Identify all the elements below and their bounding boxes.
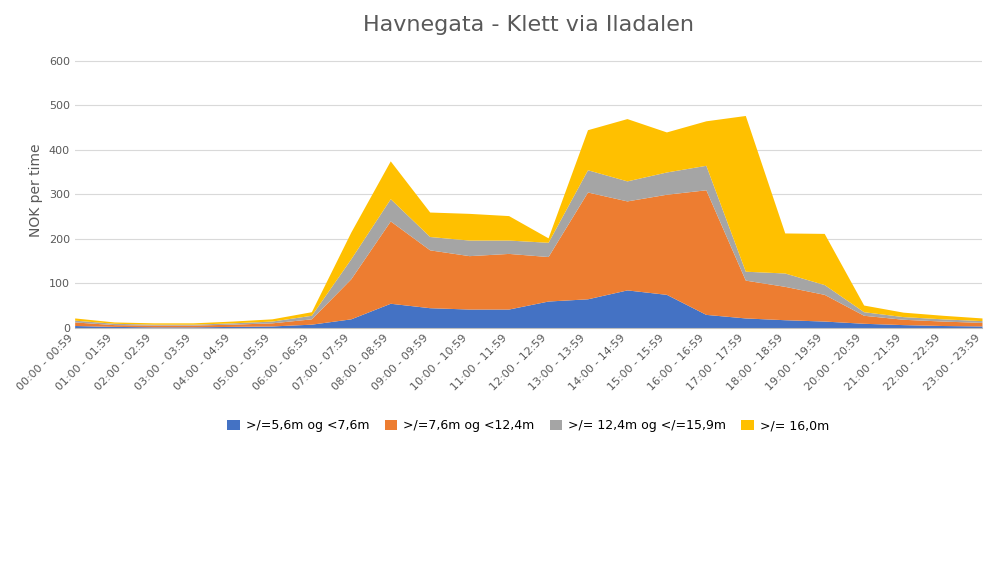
Legend: >/=5,6m og <7,6m, >/=7,6m og <12,4m, >/= 12,4m og </=15,9m, >/= 16,0m: >/=5,6m og <7,6m, >/=7,6m og <12,4m, >/=…: [222, 415, 834, 437]
Y-axis label: NOK per time: NOK per time: [29, 143, 43, 236]
Title: Havnegata - Klett via Iladalen: Havnegata - Klett via Iladalen: [363, 15, 694, 35]
